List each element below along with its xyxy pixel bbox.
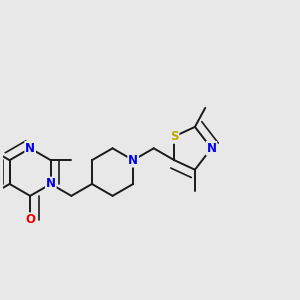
Text: N: N bbox=[128, 154, 138, 167]
Text: N: N bbox=[206, 142, 216, 155]
Text: N: N bbox=[46, 178, 56, 190]
Text: N: N bbox=[25, 142, 35, 155]
Text: O: O bbox=[25, 213, 35, 226]
Text: S: S bbox=[170, 130, 178, 143]
